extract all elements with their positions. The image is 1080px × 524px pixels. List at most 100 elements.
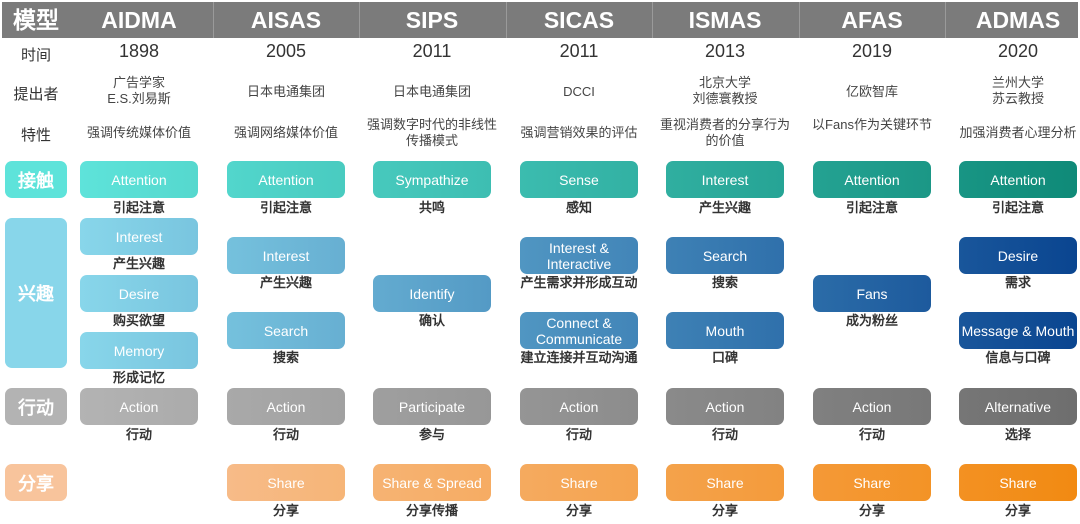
stage-box-caption: 形成记忆 xyxy=(112,370,165,385)
stage-box-caption: 分享 xyxy=(272,503,299,518)
stage-box-caption: 确认 xyxy=(418,313,445,328)
model-proposer: 亿欧智库 xyxy=(845,84,898,99)
stage-box-share[interactable]: Share xyxy=(227,464,345,501)
row-label-proposer: 提出者 xyxy=(13,86,59,103)
stage-box-caption: 产生兴趣 xyxy=(698,200,751,215)
stage-box-caption: 分享 xyxy=(565,503,592,518)
stage-box-contact[interactable]: Sympathize xyxy=(373,161,491,198)
header-model-label: 模型 xyxy=(13,7,59,33)
stage-box-caption: 行动 xyxy=(711,427,738,442)
stage-box-action[interactable]: Action xyxy=(813,388,931,425)
stage-box-action[interactable]: Action xyxy=(227,388,345,425)
model-year: 2005 xyxy=(265,41,307,61)
model-name: AFAS xyxy=(841,7,903,33)
stage-box-caption: 引起注意 xyxy=(845,200,898,215)
header-divider xyxy=(652,2,653,38)
stage-box-caption: 感知 xyxy=(565,200,592,215)
stage-box-interest[interactable]: Message & Mouth xyxy=(959,312,1077,349)
row-label-feature: 特性 xyxy=(20,127,51,144)
stage-box-caption: 选择 xyxy=(1004,427,1031,442)
stage-box-interest[interactable]: Desire xyxy=(959,237,1077,274)
stage-box-interest[interactable]: Connect & Communicate xyxy=(520,312,638,349)
stage-box-interest[interactable]: Mouth xyxy=(666,312,784,349)
model-year: 1898 xyxy=(118,41,160,61)
stage-box-caption: 引起注意 xyxy=(112,200,165,215)
stage-box-caption: 产生兴趣 xyxy=(112,256,165,271)
stage-box-interest[interactable]: Interest xyxy=(227,237,345,274)
stage-box-contact[interactable]: Sense xyxy=(520,161,638,198)
model-name: AISAS xyxy=(250,7,322,33)
stage-box-action[interactable]: Participate xyxy=(373,388,491,425)
stage-box-interest[interactable]: Memory xyxy=(80,332,198,369)
model-feature: 强调数字时代的非线性传播模式 xyxy=(366,117,497,148)
stage-label-action: 行动 xyxy=(5,388,67,425)
stage-box-caption: 建立连接并互动沟通 xyxy=(520,350,638,365)
stage-box-caption: 分享 xyxy=(1004,503,1031,518)
model-feature: 以Fans作为关键环节 xyxy=(812,117,932,132)
stage-box-action[interactable]: Action xyxy=(666,388,784,425)
stage-box-interest[interactable]: Interest & Interactive xyxy=(520,237,638,274)
stage-box-share[interactable]: Share xyxy=(666,464,784,501)
stage-box-caption: 搜索 xyxy=(711,275,738,290)
stage-box-action[interactable]: Alternative xyxy=(959,388,1077,425)
stage-box-caption: 行动 xyxy=(858,427,885,442)
stage-box-share[interactable]: Share xyxy=(959,464,1077,501)
stage-box-contact[interactable]: Attention xyxy=(80,161,198,198)
model-year: 2011 xyxy=(412,41,452,61)
model-proposer: 北京大学 刘德寰教授 xyxy=(692,75,758,106)
model-name: AIDMA xyxy=(101,7,177,33)
header-divider xyxy=(506,2,507,38)
stage-box-interest[interactable]: Identify xyxy=(373,275,491,312)
stage-box-caption: 需求 xyxy=(1004,275,1031,290)
stage-box-interest[interactable]: Desire xyxy=(80,275,198,312)
stage-box-caption: 行动 xyxy=(125,427,152,442)
stage-box-caption: 信息与口碑 xyxy=(985,350,1051,365)
model-name: ADMAS xyxy=(975,7,1061,33)
stage-box-contact[interactable]: Attention xyxy=(813,161,931,198)
model-feature: 重视消费者的分享行为的价值 xyxy=(659,117,790,148)
stage-box-caption: 引起注意 xyxy=(991,200,1044,215)
model-proposer: 兰州大学 苏云教授 xyxy=(991,75,1044,106)
model-feature: 强调网络媒体价值 xyxy=(233,125,338,140)
header-divider xyxy=(213,2,214,38)
stage-box-caption: 成为粉丝 xyxy=(845,313,898,328)
stage-box-caption: 分享 xyxy=(858,503,885,518)
stage-box-share[interactable]: Share xyxy=(520,464,638,501)
stage-box-caption: 购买欲望 xyxy=(112,313,165,328)
header-divider xyxy=(359,2,360,38)
header-divider xyxy=(799,2,800,38)
model-name: ISMAS xyxy=(688,7,762,33)
stage-box-caption: 分享 xyxy=(711,503,738,518)
header-divider xyxy=(945,2,946,38)
stage-box-interest[interactable]: Interest xyxy=(80,218,198,255)
stage-box-caption: 行动 xyxy=(272,427,299,442)
stage-box-caption: 行动 xyxy=(565,427,592,442)
model-proposer: 日本电通集团 xyxy=(392,84,471,99)
stage-box-action[interactable]: Action xyxy=(520,388,638,425)
model-year: 2013 xyxy=(704,41,746,61)
stage-box-caption: 口碑 xyxy=(711,350,738,365)
stage-box-caption: 分享传播 xyxy=(405,503,458,518)
row-label-time: 时间 xyxy=(20,47,51,64)
stage-box-contact[interactable]: Attention xyxy=(227,161,345,198)
stage-box-contact[interactable]: Interest xyxy=(666,161,784,198)
stage-label-interest: 兴趣 xyxy=(5,218,67,368)
stage-box-share[interactable]: Share xyxy=(813,464,931,501)
stage-box-interest[interactable]: Search xyxy=(227,312,345,349)
stage-box-interest[interactable]: Fans xyxy=(813,275,931,312)
stage-box-caption: 参与 xyxy=(418,427,445,442)
stage-box-interest[interactable]: Search xyxy=(666,237,784,274)
stage-box-action[interactable]: Action xyxy=(80,388,198,425)
model-feature: 强调传统媒体价值 xyxy=(86,125,191,140)
stage-box-caption: 引起注意 xyxy=(259,200,312,215)
model-year: 2011 xyxy=(559,41,599,61)
stage-box-caption: 搜索 xyxy=(272,350,299,365)
stage-box-contact[interactable]: Attention xyxy=(959,161,1077,198)
stage-label-share: 分享 xyxy=(5,464,67,501)
stage-box-share[interactable]: Share & Spread xyxy=(373,464,491,501)
model-year: 2019 xyxy=(851,41,893,61)
model-name: SICAS xyxy=(543,7,615,33)
header-bar xyxy=(2,2,1078,38)
model-proposer: 广告学家 E.S.刘易斯 xyxy=(107,75,171,106)
model-feature: 强调营销效果的评估 xyxy=(520,125,638,140)
